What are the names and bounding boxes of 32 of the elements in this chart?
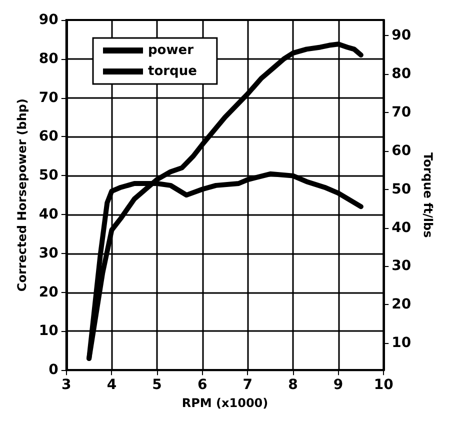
y2-tick-label: 60 [392, 142, 412, 159]
y-tick-label: 80 [38, 50, 59, 67]
y2-tick-label: 50 [392, 181, 412, 198]
x-tick-label: 5 [152, 377, 162, 394]
x-tick-label: 10 [374, 377, 394, 394]
x-tick-label: 6 [197, 377, 208, 394]
y2-tick-label: 70 [392, 104, 412, 120]
y-tick-label: 30 [38, 245, 59, 262]
y-tick-label: 90 [38, 12, 59, 28]
y-tick-label: 60 [38, 128, 59, 145]
x-tick-label: 7 [242, 377, 253, 394]
y-tick-label: 0 [48, 362, 59, 378]
y-tick-label: 70 [38, 90, 59, 106]
y2-tick-label: 20 [392, 296, 412, 313]
legend-label: torque [148, 64, 198, 79]
x-axis-title: RPM (x1000) [182, 396, 268, 410]
x-tick-label: 4 [106, 377, 117, 394]
y2-tick-label: 90 [392, 27, 412, 44]
y-tick-label: 20 [38, 284, 59, 300]
y2-tick-label: 30 [392, 258, 412, 274]
legend-label: power [148, 43, 194, 58]
y2-tick-label: 80 [392, 66, 412, 82]
x-tick-label: 8 [288, 377, 298, 394]
y2-axis-title: Torque ft/lbs [421, 152, 435, 238]
y-tick-label: 10 [38, 323, 59, 340]
y-axis-title: Corrected Horsepower (bhp) [15, 98, 29, 292]
x-tick-label: 9 [333, 377, 344, 394]
y2-tick-label: 10 [392, 335, 412, 352]
y-tick-label: 40 [38, 206, 59, 222]
x-tick-label: 3 [62, 377, 72, 394]
y-tick-label: 50 [38, 168, 59, 184]
y2-tick-label: 40 [392, 220, 412, 236]
